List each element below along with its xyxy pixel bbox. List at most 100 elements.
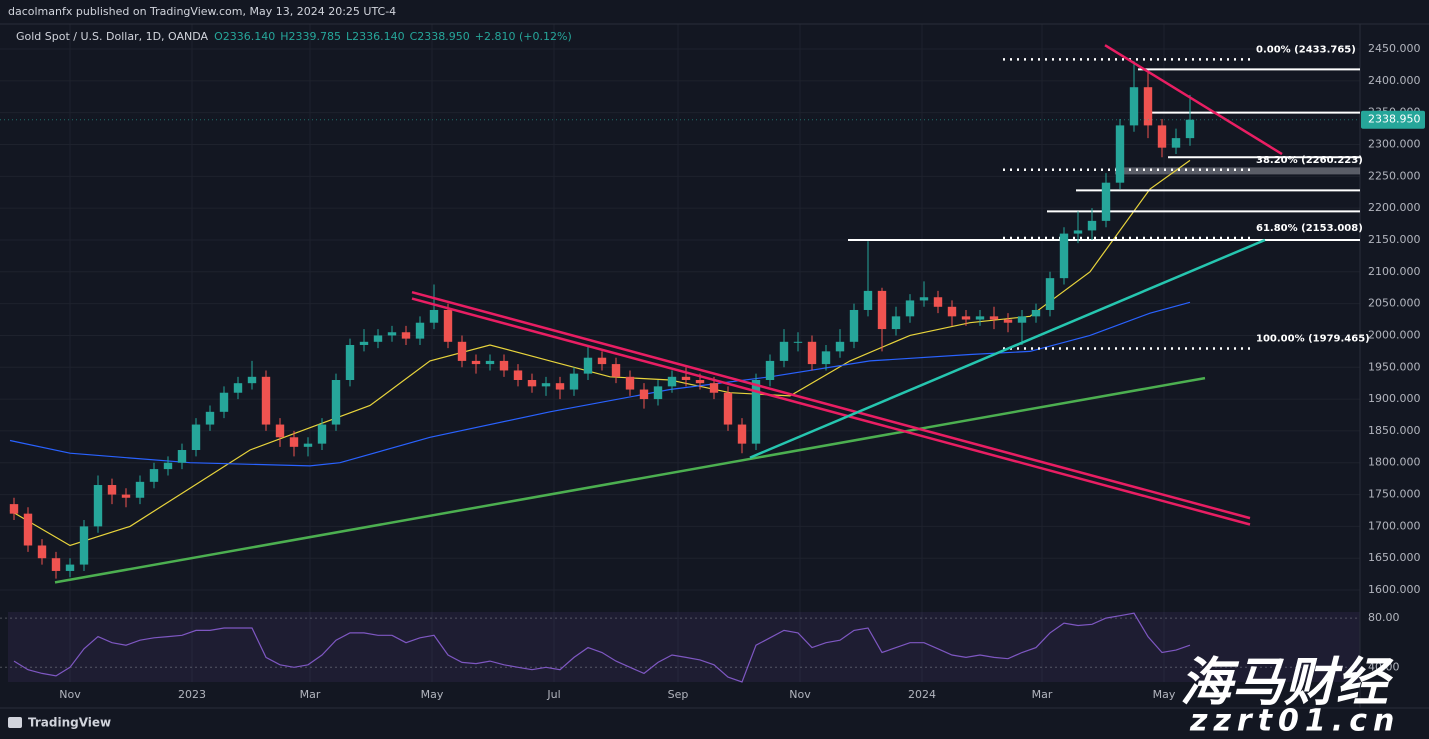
y-tick-label: 1850.000 bbox=[1368, 424, 1421, 437]
candle-body bbox=[975, 316, 985, 320]
candle-body bbox=[65, 564, 75, 571]
ohlc-legend: O2336.140 H2339.785 L2336.140 C2338.950 +2.8… bbox=[214, 30, 572, 43]
moving-average bbox=[9, 159, 1191, 547]
last-price-label: 2338.950 bbox=[1368, 113, 1421, 126]
rsi-tick-label: 80.00 bbox=[1368, 611, 1400, 624]
ohlc-value: H2339.785 bbox=[280, 30, 341, 43]
candle-body bbox=[401, 332, 411, 339]
candle-body bbox=[793, 341, 803, 343]
candle-body bbox=[891, 316, 901, 330]
candle-body bbox=[247, 376, 257, 384]
candle-body bbox=[1129, 87, 1139, 126]
candle-body bbox=[107, 485, 117, 495]
y-tick-label: 2450.000 bbox=[1368, 42, 1421, 55]
candle-body bbox=[1003, 319, 1013, 323]
candle-body bbox=[51, 558, 61, 571]
y-tick-label: 2150.000 bbox=[1368, 233, 1421, 246]
trendline bbox=[1104, 44, 1283, 156]
grid bbox=[0, 24, 1360, 682]
x-tick-label: Sep bbox=[668, 688, 689, 701]
brand: TradingView bbox=[28, 716, 111, 730]
candle-body bbox=[961, 316, 971, 320]
candle-body bbox=[989, 316, 999, 320]
candle-body bbox=[807, 341, 817, 365]
candle-body bbox=[443, 309, 453, 342]
moving-average bbox=[9, 301, 1191, 467]
candle-body bbox=[737, 424, 747, 444]
candle-body bbox=[9, 504, 19, 514]
candle-body bbox=[373, 335, 383, 342]
candle-body bbox=[653, 386, 663, 400]
candle-body bbox=[1171, 138, 1181, 148]
candle-body bbox=[303, 443, 313, 447]
candle-body bbox=[751, 379, 761, 444]
candle-body bbox=[499, 360, 509, 371]
x-tick-label: May bbox=[421, 688, 444, 701]
candle-body bbox=[261, 376, 271, 425]
zone bbox=[1115, 167, 1360, 175]
candle-body bbox=[135, 481, 145, 498]
ohlc-value: L2336.140 bbox=[346, 30, 405, 43]
candle-body bbox=[541, 383, 551, 387]
x-tick-label: Jul bbox=[546, 688, 560, 701]
candle-body bbox=[1157, 125, 1167, 148]
trendline bbox=[411, 290, 1251, 520]
y-tick-label: 1700.000 bbox=[1368, 519, 1421, 532]
candle-body bbox=[919, 297, 929, 301]
fib-label: 0.00% (2433.765) bbox=[1256, 44, 1356, 55]
candle-body bbox=[457, 341, 467, 361]
candle-body bbox=[583, 357, 593, 374]
candle-body bbox=[429, 309, 439, 323]
header: dacolmanfx published on TradingView.com,… bbox=[8, 5, 396, 18]
candle-body bbox=[205, 411, 215, 425]
candle-body bbox=[597, 357, 607, 365]
watermark: zzrt01.cn bbox=[1189, 704, 1400, 739]
y-tick-label: 1750.000 bbox=[1368, 488, 1421, 501]
candle-body bbox=[1045, 278, 1055, 310]
candle-body bbox=[513, 370, 523, 380]
x-tick-label: May bbox=[1153, 688, 1176, 701]
candle-body bbox=[359, 341, 369, 345]
candle-body bbox=[177, 450, 187, 463]
y-tick-label: 2200.000 bbox=[1368, 201, 1421, 214]
candle-body bbox=[289, 437, 299, 447]
candle-body bbox=[471, 360, 481, 365]
candle-body bbox=[835, 341, 845, 352]
candle-body bbox=[779, 341, 789, 361]
fib-label: 100.00% (1979.465) bbox=[1256, 334, 1370, 345]
y-tick-label: 2100.000 bbox=[1368, 265, 1421, 278]
candle-body bbox=[569, 373, 579, 390]
trendline bbox=[411, 297, 1251, 526]
ohlc-value: C2338.950 bbox=[410, 30, 470, 43]
fib-label: 38.20% (2260.223) bbox=[1256, 155, 1363, 166]
candle-body bbox=[625, 376, 635, 390]
candle-body bbox=[1059, 233, 1069, 279]
candle-body bbox=[639, 389, 649, 400]
candle-body bbox=[191, 424, 201, 451]
candle-body bbox=[163, 462, 173, 470]
x-tick-label: 2024 bbox=[908, 688, 936, 701]
candle-body bbox=[79, 526, 89, 565]
candle-body bbox=[219, 392, 229, 412]
candle-body bbox=[667, 376, 677, 387]
candle-body bbox=[415, 322, 425, 339]
candle-body bbox=[233, 383, 243, 393]
trendline bbox=[749, 238, 1266, 459]
candle-body bbox=[1087, 220, 1097, 231]
candle-body bbox=[485, 360, 495, 365]
x-tick-label: Nov bbox=[59, 688, 81, 701]
candle-body bbox=[765, 360, 775, 380]
y-tick-label: 2400.000 bbox=[1368, 74, 1421, 87]
candle-body bbox=[1115, 125, 1125, 183]
watermark: 海马财经 bbox=[1180, 653, 1394, 713]
trendline bbox=[54, 376, 1206, 584]
candle-body bbox=[23, 513, 33, 546]
candle-body bbox=[1143, 87, 1153, 126]
candle-body bbox=[1185, 119, 1195, 139]
y-tick-label: 1800.000 bbox=[1368, 456, 1421, 469]
rsi-line bbox=[13, 612, 1191, 683]
candle-body bbox=[681, 376, 691, 380]
candle-body bbox=[611, 364, 621, 377]
candle-body bbox=[933, 297, 943, 307]
